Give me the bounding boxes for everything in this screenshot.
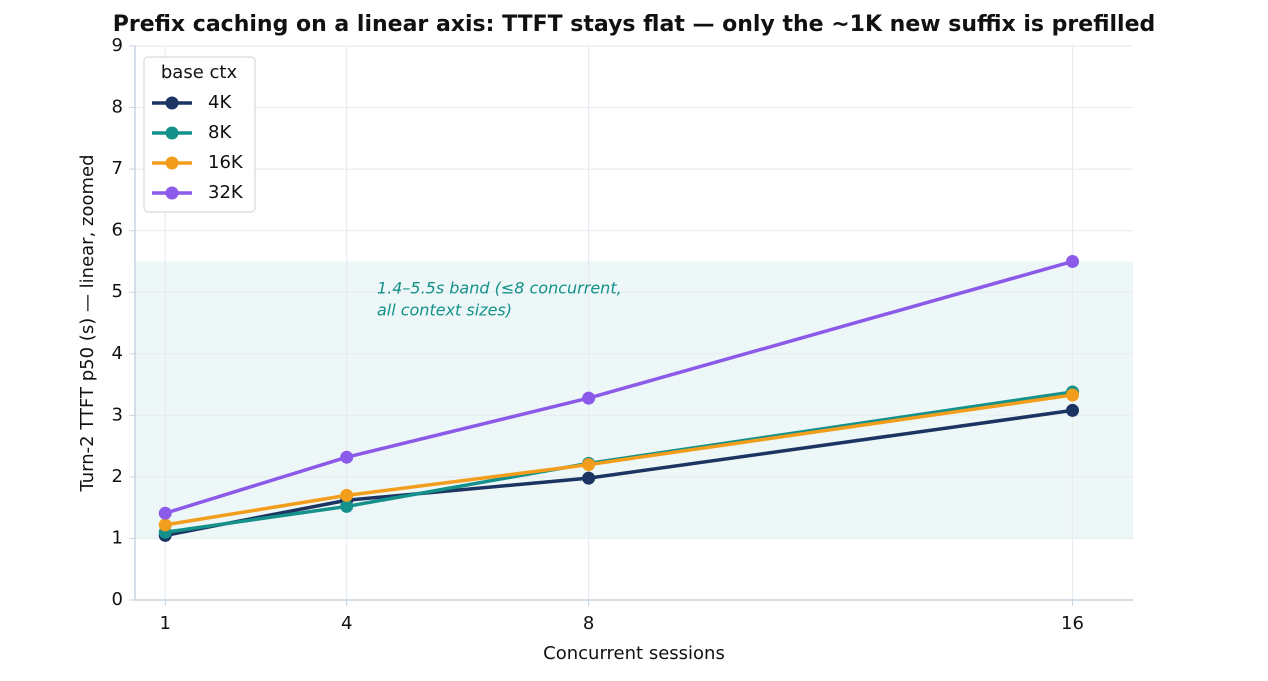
data-point — [1066, 254, 1080, 268]
shaded-band — [135, 261, 1133, 539]
legend-label: 16K — [208, 152, 244, 173]
data-point — [158, 518, 172, 532]
data-point — [158, 506, 172, 520]
chart-title: Prefix caching on a linear axis: TTFT st… — [113, 12, 1156, 37]
series-line — [164, 259, 1073, 515]
legend-label: 32K — [208, 182, 244, 203]
data-point — [1066, 388, 1080, 402]
legend-marker — [165, 156, 179, 170]
annotation: 1.4–5.5s band (≤8 concurrent, — [377, 279, 622, 298]
legend-box — [143, 56, 256, 213]
y-tick-label: 8 — [112, 97, 123, 118]
annotation: all context sizes) — [377, 301, 512, 320]
y-tick-label: 0 — [112, 589, 123, 610]
series-line — [164, 393, 1073, 527]
y-tick-label: 5 — [112, 281, 123, 302]
legend-title: base ctx — [161, 62, 238, 83]
legend-marker — [165, 96, 179, 110]
y-tick-label: 1 — [112, 527, 123, 548]
series-line — [164, 390, 1073, 535]
legend-marker — [165, 186, 179, 200]
y-tick-label: 4 — [112, 343, 123, 364]
y-tick-label: 7 — [112, 158, 123, 179]
legend-label: 4K — [208, 92, 232, 113]
x-tick-label: 4 — [341, 613, 352, 634]
x-tick-label: 8 — [583, 613, 594, 634]
data-point — [582, 471, 596, 485]
data-point — [340, 488, 354, 502]
data-point — [340, 450, 354, 464]
x-axis-label: Concurrent sessions — [543, 643, 725, 664]
data-point — [1066, 403, 1080, 417]
data-point — [582, 391, 596, 405]
y-axis-label: Turn-2 TTFT p50 (s) — linear, zoomed — [77, 154, 98, 492]
y-tick-label: 3 — [112, 404, 123, 425]
data-point — [340, 499, 354, 513]
legend-marker — [165, 126, 179, 140]
y-tick-label: 6 — [112, 220, 123, 241]
y-tick-label: 9 — [112, 35, 123, 56]
x-tick-label: 1 — [160, 613, 171, 634]
legend-label: 8K — [208, 122, 232, 143]
y-tick-label: 2 — [112, 466, 123, 487]
x-tick-label: 16 — [1061, 613, 1084, 634]
data-point — [582, 458, 596, 472]
